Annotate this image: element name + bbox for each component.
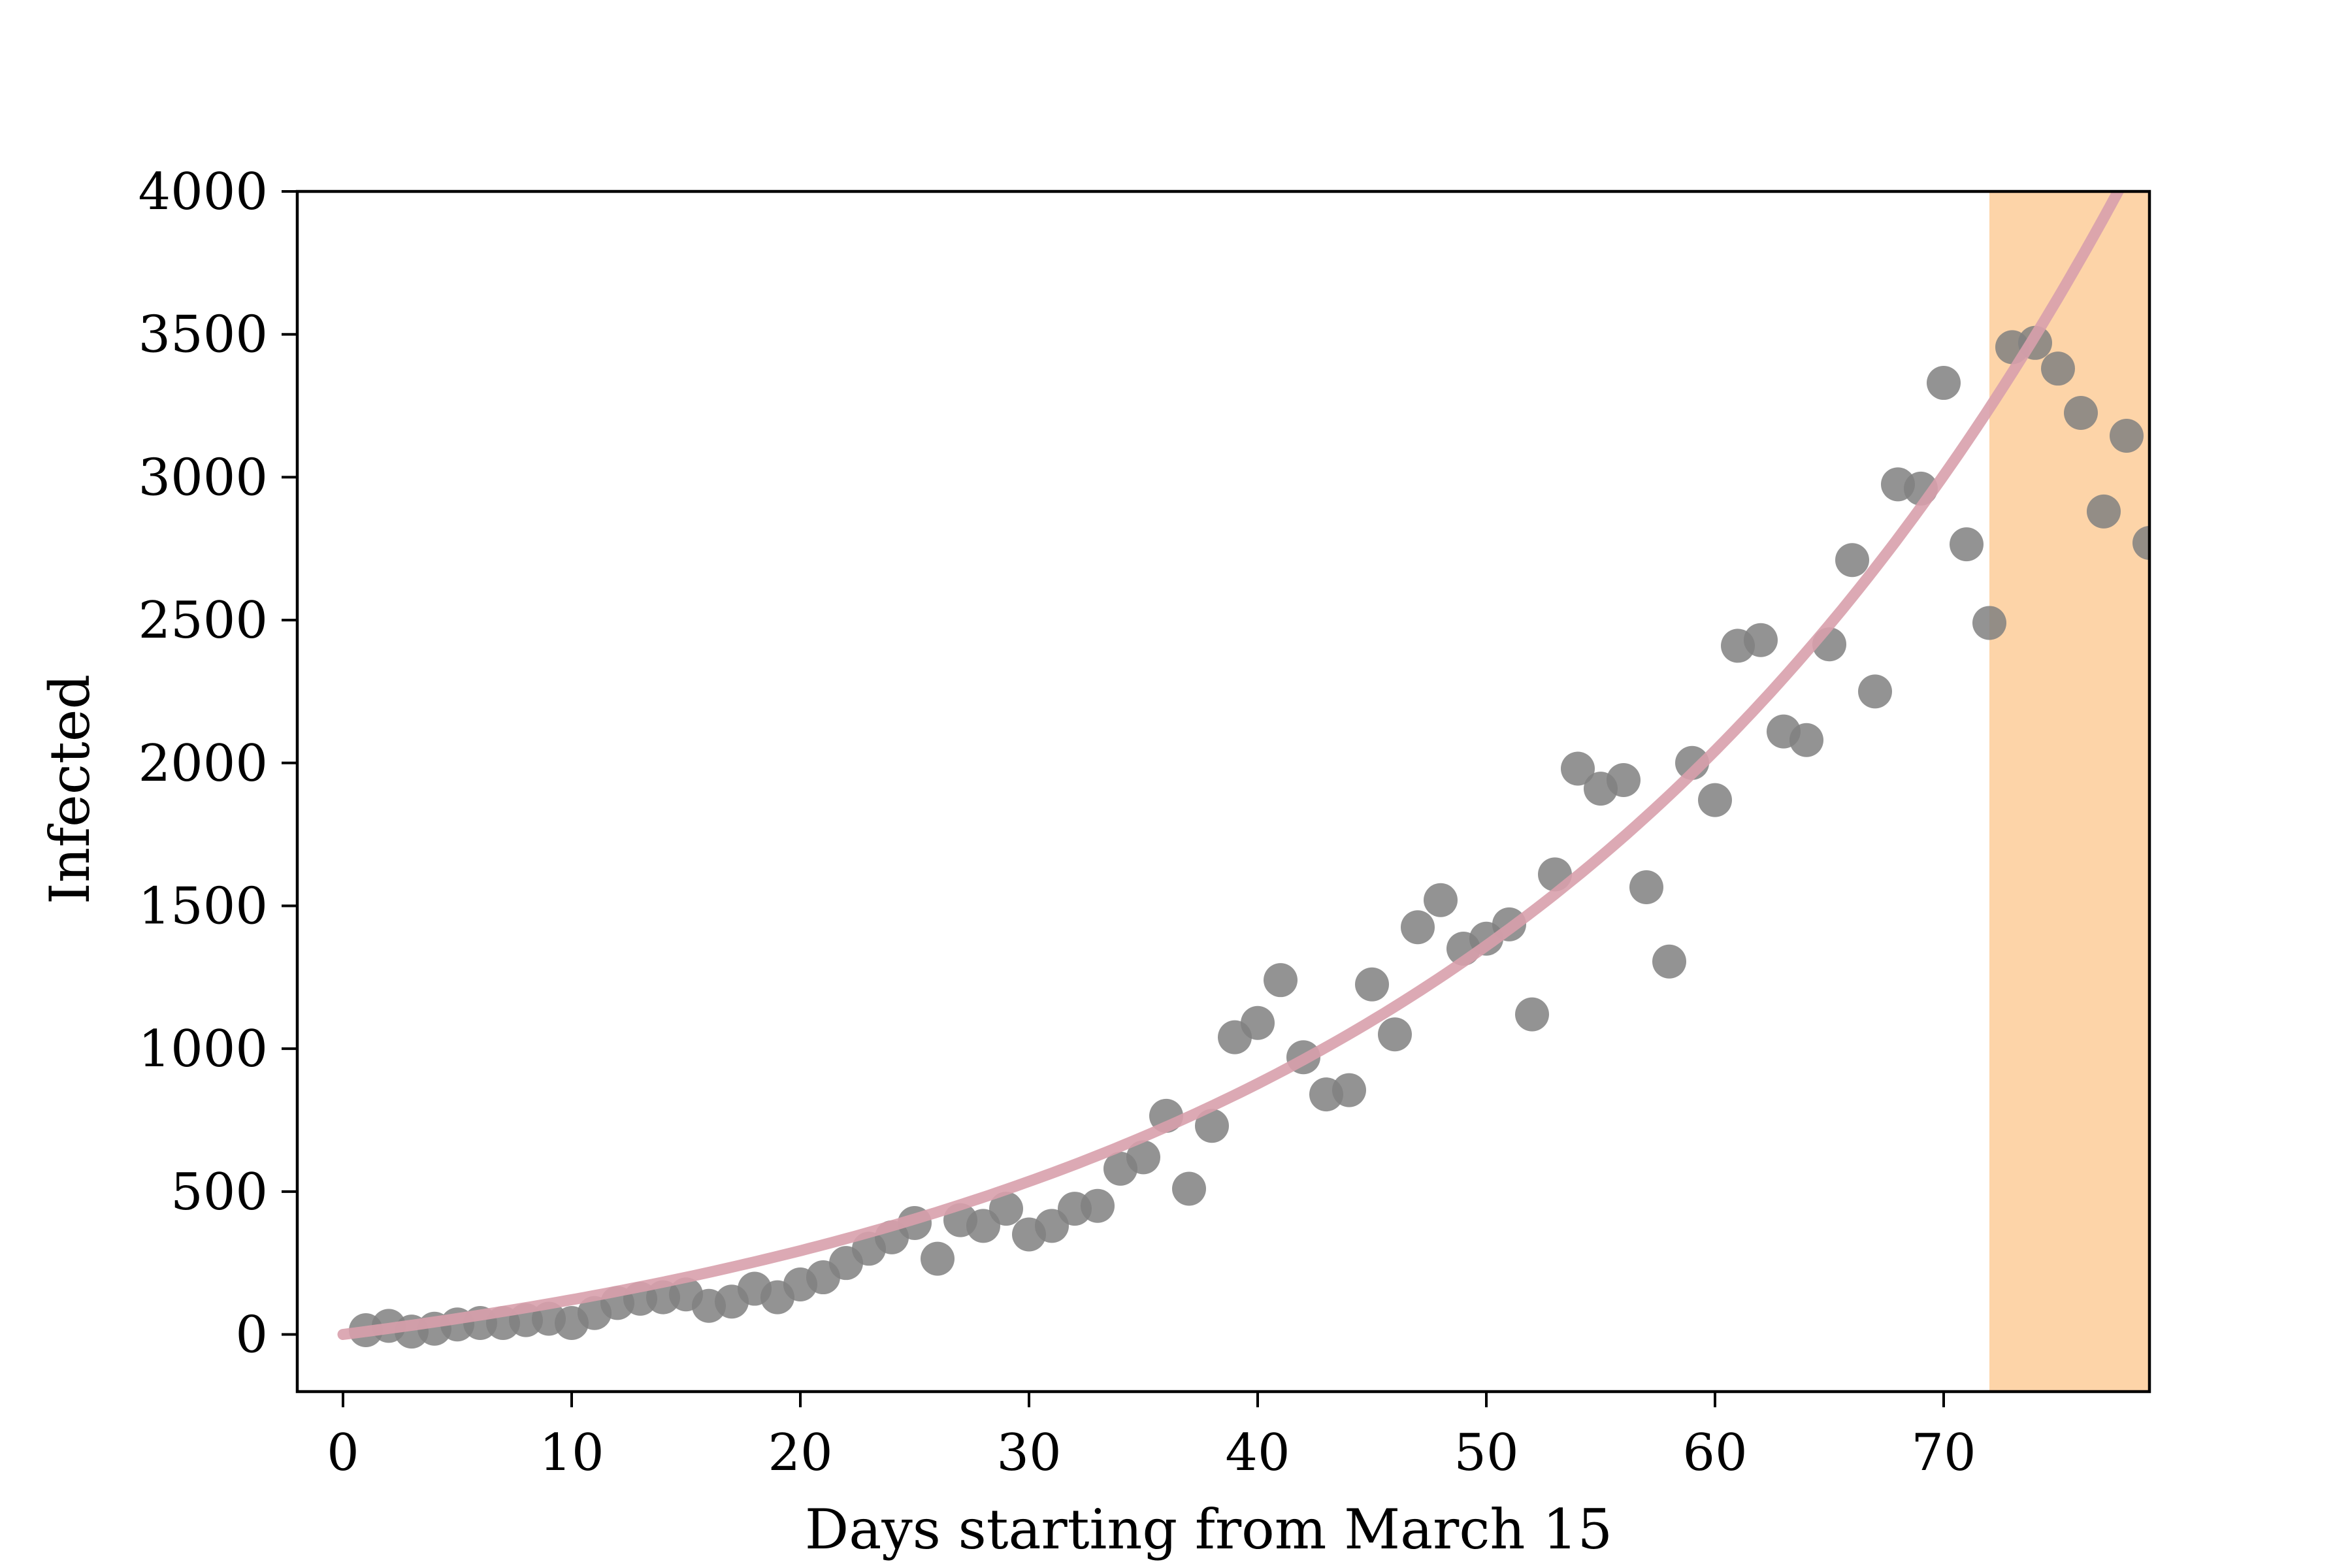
y-tick-label-3000: 3000 [138,448,268,507]
data-point-34 [1126,1140,1160,1175]
y-tick-label-0: 0 [235,1306,268,1365]
data-point-40 [1264,963,1298,998]
data-point-32 [1081,1188,1115,1223]
x-tick-label-70: 70 [1911,1424,1976,1482]
x-tick-label-10: 10 [539,1424,604,1482]
y-tick-label-1000: 1000 [138,1020,268,1079]
data-point-43 [1332,1073,1366,1107]
x-tick-label-30: 30 [996,1424,1061,1482]
data-point-55 [1607,763,1641,798]
y-tick-label-4000: 4000 [138,163,268,221]
data-point-70 [1950,527,1984,562]
data-point-46 [1401,910,1435,945]
data-point-44 [1355,967,1389,1002]
x-tick-label-0: 0 [327,1424,359,1482]
y-tick-label-3500: 3500 [138,306,268,365]
data-point-76 [2087,494,2121,529]
data-point-56 [1629,870,1663,905]
data-point-45 [1378,1017,1412,1052]
y-tick-label-2000: 2000 [138,734,268,793]
data-point-51 [1515,997,1549,1032]
highlight-region [1989,191,2149,1392]
data-point-65 [1835,543,1869,578]
x-axis-label: Days starting from March 15 [805,1497,1612,1561]
plot-frame [295,189,2151,1394]
data-point-74 [2041,351,2075,386]
y-tick-label-2500: 2500 [138,591,268,650]
data-point-75 [2064,395,2098,430]
plot-area: 0 10 20 30 40 50 60 70 0 500 1000 1500 2000 2500 3000 3… [138,163,2151,1482]
y-axis-label: Infected [38,674,102,904]
data-point-66 [1858,674,1892,709]
y-tick-label-1500: 1500 [138,877,268,936]
data-point-69 [1927,366,1961,400]
x-tick-label-20: 20 [768,1424,832,1482]
data-point-61 [1744,623,1778,657]
data-point-37 [1195,1109,1229,1143]
data-point-57 [1652,944,1686,979]
data-point-59 [1698,783,1732,817]
data-point-39 [1241,1005,1275,1040]
data-point-78 [2132,525,2149,560]
data-point-77 [2110,418,2144,453]
data-point-71 [1972,606,2006,640]
x-tick-label-40: 40 [1225,1424,1290,1482]
data-point-28 [989,1192,1023,1226]
x-tick-label-60: 60 [1682,1424,1747,1482]
data-point-25 [921,1241,955,1276]
data-point-53 [1561,751,1595,786]
data-point-36 [1172,1171,1206,1206]
x-tick-label-50: 50 [1454,1424,1518,1482]
data-point-47 [1424,883,1458,917]
fit-curve [337,191,2125,1340]
y-tick-label-500: 500 [171,1163,268,1222]
data-point-63 [1789,723,1823,757]
